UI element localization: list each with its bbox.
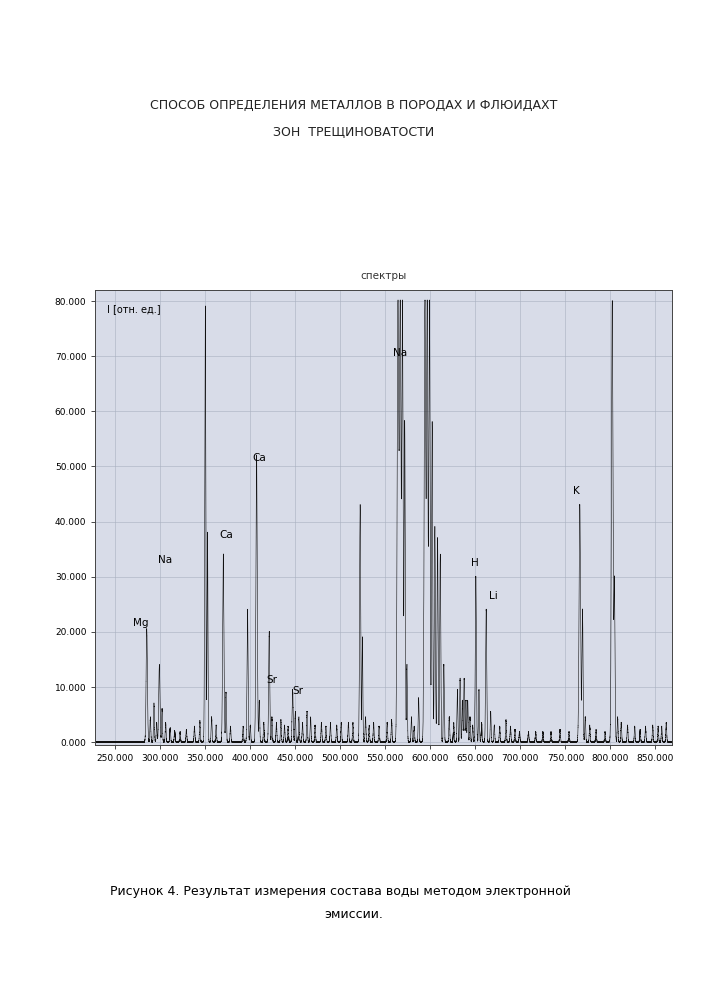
Text: H: H	[471, 558, 479, 568]
Text: спектры: спектры	[361, 271, 407, 281]
Text: Ca: Ca	[252, 453, 266, 463]
Text: СПОСОБ ОПРЕДЕЛЕНИЯ МЕТАЛЛОВ В ПОРОДАХ И ФЛЮИДАХТ: СПОСОБ ОПРЕДЕЛЕНИЯ МЕТАЛЛОВ В ПОРОДАХ И …	[150, 99, 557, 111]
Text: Sr: Sr	[293, 686, 303, 696]
Text: Mg: Mg	[133, 618, 148, 628]
Text: Na: Na	[392, 348, 407, 358]
Text: Рисунок 4. Результат измерения состава воды методом электронной: Рисунок 4. Результат измерения состава в…	[110, 886, 571, 898]
Text: Li: Li	[489, 591, 498, 601]
Text: K: K	[573, 486, 579, 496]
Text: I [отн. ед.]: I [отн. ед.]	[107, 304, 160, 314]
Text: Sr: Sr	[267, 675, 278, 685]
Text: эмиссии.: эмиссии.	[324, 908, 383, 922]
Text: Ca: Ca	[220, 530, 233, 540]
Text: Na: Na	[158, 555, 173, 565]
Text: ЗОН  ТРЕЩИНОВАТОСТИ: ЗОН ТРЕЩИНОВАТОСТИ	[273, 125, 434, 138]
